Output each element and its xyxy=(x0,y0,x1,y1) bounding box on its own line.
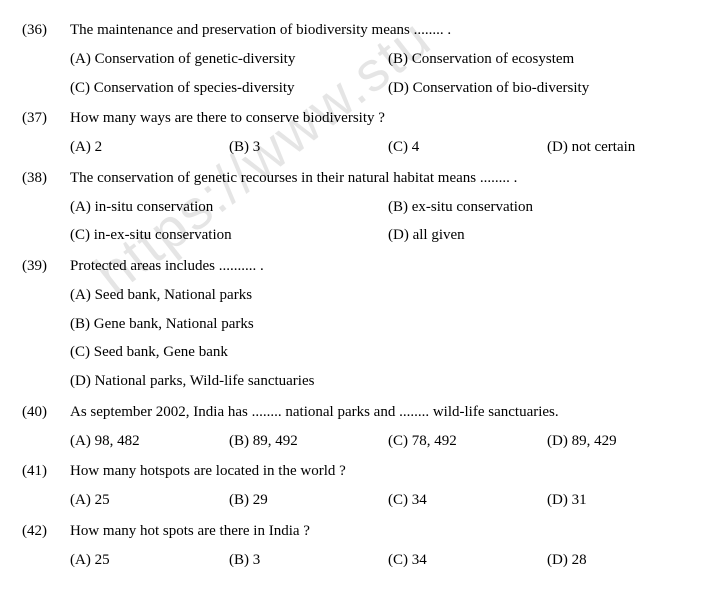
question: (41)How many hotspots are located in the… xyxy=(22,459,706,517)
options-row: (A) Seed bank, National parks (B) Gene ba… xyxy=(70,283,706,398)
question-number: (40) xyxy=(22,400,70,458)
question-body: The maintenance and preservation of biod… xyxy=(70,18,706,104)
question-text: Protected areas includes .......... . xyxy=(70,254,706,279)
question-number: (36) xyxy=(22,18,70,104)
options-row: (A) 2(B) 3(C) 4(D) not certain xyxy=(70,135,706,164)
questions-container: (36)The maintenance and preservation of … xyxy=(22,18,706,576)
option: (C) 78, 492 xyxy=(388,429,547,454)
question-text: How many hot spots are there in India ? xyxy=(70,519,706,544)
option: (C) Conservation of species-diversity xyxy=(70,76,388,101)
option: (D) 89, 429 xyxy=(547,429,706,454)
option: (A) 25 xyxy=(70,548,229,573)
option: (A) Seed bank, National parks xyxy=(70,283,706,308)
question-body: How many hot spots are there in India ? (… xyxy=(70,519,706,577)
option: (C) Seed bank, Gene bank xyxy=(70,340,706,365)
option: (D) not certain xyxy=(547,135,706,160)
question-text: How many ways are there to conserve biod… xyxy=(70,106,706,131)
option: (B) 3 xyxy=(229,135,388,160)
question-body: The conservation of genetic recourses in… xyxy=(70,166,706,252)
question-body: How many hotspots are located in the wor… xyxy=(70,459,706,517)
question-body: How many ways are there to conserve biod… xyxy=(70,106,706,164)
question-number: (41) xyxy=(22,459,70,517)
option: (A) Conservation of genetic-diversity xyxy=(70,47,388,72)
options-row: (A) 98, 482(B) 89, 492(C) 78, 492(D) 89,… xyxy=(70,429,706,458)
question: (39)Protected areas includes .......... … xyxy=(22,254,706,398)
option: (C) 4 xyxy=(388,135,547,160)
option: (C) 34 xyxy=(388,548,547,573)
question-number: (38) xyxy=(22,166,70,252)
option: (A) 98, 482 xyxy=(70,429,229,454)
question-text: The maintenance and preservation of biod… xyxy=(70,18,706,43)
question: (42)How many hot spots are there in Indi… xyxy=(22,519,706,577)
option: (B) Gene bank, National parks xyxy=(70,312,706,337)
options-row: (A) Conservation of genetic-diversity(B)… xyxy=(70,47,706,105)
option: (D) 31 xyxy=(547,488,706,513)
question-text: How many hotspots are located in the wor… xyxy=(70,459,706,484)
options-row: (A) 25(B) 29(C) 34(D) 31 xyxy=(70,488,706,517)
question: (40)As september 2002, India has .......… xyxy=(22,400,706,458)
option: (A) 25 xyxy=(70,488,229,513)
option: (D) National parks, Wild-life sanctuarie… xyxy=(70,369,706,394)
question-body: Protected areas includes .......... . (A)… xyxy=(70,254,706,398)
question-number: (42) xyxy=(22,519,70,577)
option: (B) 29 xyxy=(229,488,388,513)
option: (B) ex-situ conservation xyxy=(388,195,706,220)
option: (D) 28 xyxy=(547,548,706,573)
option: (B) 89, 492 xyxy=(229,429,388,454)
options-row: (A) in-situ conservation(B) ex-situ cons… xyxy=(70,195,706,253)
question: (38)The conservation of genetic recourse… xyxy=(22,166,706,252)
question-body: As september 2002, India has ........ na… xyxy=(70,400,706,458)
option: (D) all given xyxy=(388,223,706,248)
question-number: (37) xyxy=(22,106,70,164)
question: (37)How many ways are there to conserve … xyxy=(22,106,706,164)
option: (A) in-situ conservation xyxy=(70,195,388,220)
option: (B) Conservation of ecosystem xyxy=(388,47,706,72)
option: (C) in-ex-situ conservation xyxy=(70,223,388,248)
option: (A) 2 xyxy=(70,135,229,160)
options-row: (A) 25(B) 3(C) 34(D) 28 xyxy=(70,548,706,577)
question-number: (39) xyxy=(22,254,70,398)
question: (36)The maintenance and preservation of … xyxy=(22,18,706,104)
option: (B) 3 xyxy=(229,548,388,573)
question-text: The conservation of genetic recourses in… xyxy=(70,166,706,191)
question-text: As september 2002, India has ........ na… xyxy=(70,400,706,425)
option: (C) 34 xyxy=(388,488,547,513)
option: (D) Conservation of bio-diversity xyxy=(388,76,706,101)
